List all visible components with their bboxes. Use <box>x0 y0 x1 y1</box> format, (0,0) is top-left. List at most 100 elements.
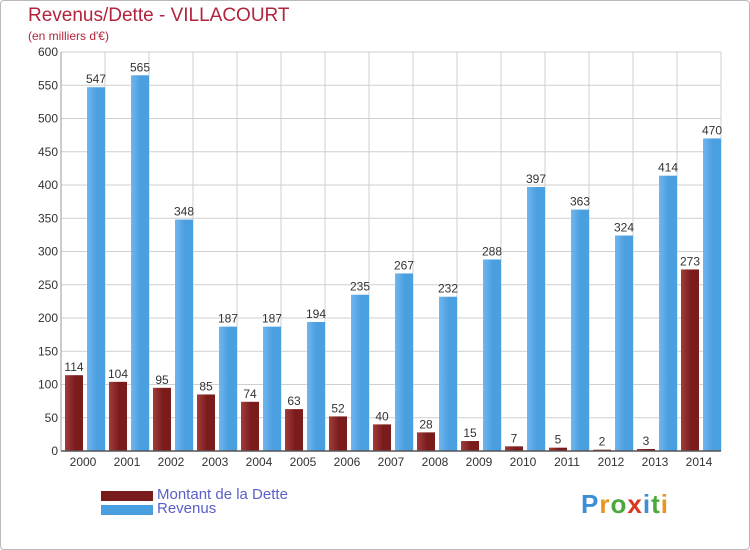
bar-revenue-2000 <box>87 87 105 452</box>
bar-revenue-2001 <box>131 75 149 452</box>
legend-label-debt: Montant de la Dette <box>157 486 288 503</box>
data-label-revenue-2001: 565 <box>130 60 150 74</box>
data-label-debt-2011: 5 <box>555 433 562 447</box>
data-label-debt-2014: 273 <box>680 254 700 268</box>
bar-debt-2011 <box>549 447 567 451</box>
x-tick-label: 2009 <box>466 455 493 469</box>
y-tick-label: 600 <box>38 45 58 59</box>
bar-revenue-2013 <box>659 175 677 451</box>
data-label-debt-2010: 7 <box>511 431 518 445</box>
data-label-revenue-2000: 547 <box>86 72 106 86</box>
bar-revenue-2004 <box>263 326 281 451</box>
x-tick-label: 2007 <box>378 455 405 469</box>
x-tick-label: 2004 <box>246 455 273 469</box>
proxiti-logo: Proxiti <box>581 489 669 520</box>
bar-revenue-2007 <box>395 273 413 451</box>
bar-revenue-2006 <box>351 294 369 451</box>
logo-letter: i <box>642 489 652 519</box>
logo-letter: x <box>627 489 643 519</box>
bar-debt-2010 <box>505 446 523 451</box>
y-tick-label: 450 <box>38 145 58 159</box>
legend-swatch-debt <box>101 491 153 501</box>
x-tick-label: 2005 <box>290 455 317 469</box>
data-label-revenue-2008: 232 <box>438 282 458 296</box>
bar-debt-2014 <box>681 269 699 451</box>
data-label-debt-2009: 15 <box>463 426 477 440</box>
bar-revenue-2008 <box>439 296 457 451</box>
data-label-debt-2000: 114 <box>64 360 83 374</box>
data-label-revenue-2013: 414 <box>658 161 678 175</box>
y-tick-label: 500 <box>38 112 58 126</box>
x-tick-label: 2014 <box>686 455 713 469</box>
legend-swatch-revenue <box>101 505 153 515</box>
x-tick-label: 2001 <box>114 455 141 469</box>
bar-revenue-2005 <box>307 321 325 451</box>
data-label-revenue-2003: 187 <box>218 312 238 326</box>
y-tick-label: 250 <box>38 278 58 292</box>
legend-label-revenue: Revenus <box>157 500 217 517</box>
logo-letter: o <box>610 489 628 519</box>
data-label-debt-2006: 52 <box>331 401 345 415</box>
y-tick-label: 300 <box>38 245 58 259</box>
data-label-revenue-2004: 187 <box>262 312 282 326</box>
bar-debt-2000 <box>65 375 83 451</box>
logo-letter: i <box>660 489 669 519</box>
bar-debt-2006 <box>329 416 347 451</box>
x-tick-label: 2013 <box>642 455 669 469</box>
x-tick-label: 2008 <box>422 455 449 469</box>
data-label-revenue-2002: 348 <box>174 205 194 219</box>
data-label-revenue-2010: 397 <box>526 172 546 186</box>
bar-revenue-2011 <box>571 209 589 451</box>
data-label-debt-2003: 85 <box>199 379 213 393</box>
bar-debt-2004 <box>241 401 259 451</box>
logo-letter: r <box>599 489 611 519</box>
x-tick-label: 2012 <box>598 455 625 469</box>
y-tick-label: 100 <box>38 378 58 392</box>
bar-debt-2003 <box>197 394 215 451</box>
bar-revenue-2012 <box>615 235 633 451</box>
data-label-debt-2005: 63 <box>287 394 301 408</box>
bar-debt-2009 <box>461 441 479 451</box>
y-tick-label: 50 <box>45 411 59 425</box>
x-tick-label: 2000 <box>70 455 97 469</box>
bar-revenue-2010 <box>527 186 545 451</box>
logo-letter: P <box>581 489 600 519</box>
logo-letter: t <box>651 489 661 519</box>
bar-revenue-2003 <box>219 326 237 451</box>
data-label-debt-2002: 95 <box>155 373 169 387</box>
data-label-revenue-2012: 324 <box>614 221 634 235</box>
bar-debt-2001 <box>109 381 127 451</box>
data-label-debt-2008: 28 <box>419 417 433 431</box>
data-label-revenue-2011: 363 <box>570 195 590 209</box>
data-label-revenue-2014: 470 <box>702 123 722 137</box>
bar-debt-2013 <box>637 449 655 451</box>
y-tick-label: 0 <box>51 444 58 458</box>
bar-debt-2005 <box>285 409 303 451</box>
x-tick-label: 2002 <box>158 455 185 469</box>
y-tick-label: 550 <box>38 78 58 92</box>
bar-revenue-2014 <box>703 138 721 451</box>
bar-revenue-2009 <box>483 259 501 451</box>
data-label-debt-2004: 74 <box>243 387 257 401</box>
data-label-revenue-2009: 288 <box>482 244 502 258</box>
bar-debt-2002 <box>153 387 171 451</box>
data-label-revenue-2007: 267 <box>394 258 414 272</box>
data-label-debt-2013: 3 <box>643 434 650 448</box>
chart-title: Revenus/Dette - VILLACOURT <box>28 5 290 26</box>
y-tick-label: 150 <box>38 344 58 358</box>
x-tick-label: 2011 <box>554 455 580 469</box>
y-tick-label: 200 <box>38 311 58 325</box>
chart-subtitle: (en milliers d'€) <box>28 29 109 43</box>
y-tick-label: 400 <box>38 178 58 192</box>
data-label-debt-2007: 40 <box>375 409 389 423</box>
bar-debt-2008 <box>417 432 435 451</box>
bar-debt-2007 <box>373 424 391 451</box>
x-tick-label: 2003 <box>202 455 229 469</box>
x-tick-label: 2010 <box>510 455 537 469</box>
data-label-revenue-2006: 235 <box>350 280 370 294</box>
data-label-revenue-2005: 194 <box>306 307 326 321</box>
data-label-debt-2012: 2 <box>599 435 606 449</box>
data-label-debt-2001: 104 <box>108 367 128 381</box>
